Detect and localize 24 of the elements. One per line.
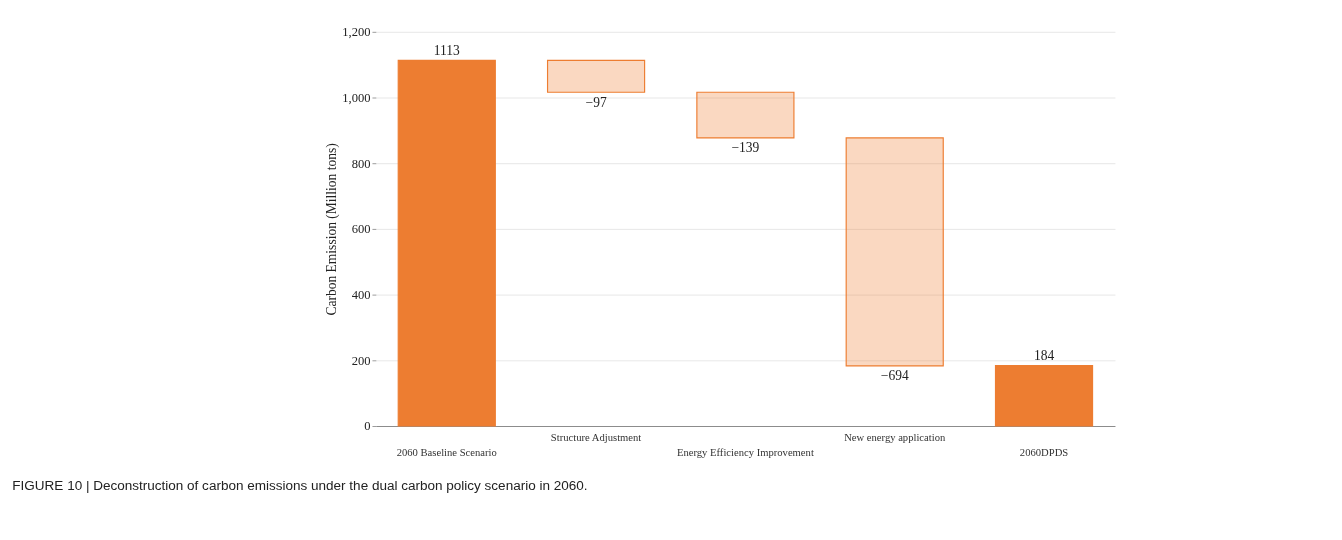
data-label: −139 bbox=[731, 140, 760, 156]
bar bbox=[696, 91, 795, 139]
data-label: 184 bbox=[1033, 347, 1055, 363]
y-tick-label: 800 bbox=[351, 156, 371, 171]
x-tick-label: 2060DPDS bbox=[1019, 447, 1069, 459]
y-axis-title: Carbon Emission (Million tons) bbox=[323, 143, 340, 316]
bar bbox=[397, 59, 496, 427]
y-tick-label: 600 bbox=[351, 222, 371, 237]
data-label: −97 bbox=[585, 94, 607, 110]
y-tick-label: 1,000 bbox=[342, 90, 371, 105]
bar bbox=[994, 365, 1094, 427]
y-tick-label: 1,200 bbox=[342, 25, 371, 40]
y-tick-label: 400 bbox=[351, 287, 371, 302]
data-label: 1113 bbox=[433, 42, 461, 58]
text: FIGURE 10 | Deconstruction of carbon emissions under the dual carbon policy scenario in 2060. bbox=[12, 477, 588, 493]
bar bbox=[546, 59, 646, 93]
bar bbox=[845, 137, 944, 367]
x-tick-label: New energy application bbox=[844, 432, 946, 443]
x-tick-label: Energy Efficiency Improvement bbox=[676, 447, 814, 459]
y-tick-label: 0 bbox=[364, 419, 371, 434]
y-tick-label: 200 bbox=[351, 353, 371, 368]
data-label: −694 bbox=[880, 368, 909, 384]
x-tick-label: Structure Adjustment bbox=[550, 432, 642, 443]
x-tick-label: 2060 Baseline Scenario bbox=[396, 447, 497, 459]
